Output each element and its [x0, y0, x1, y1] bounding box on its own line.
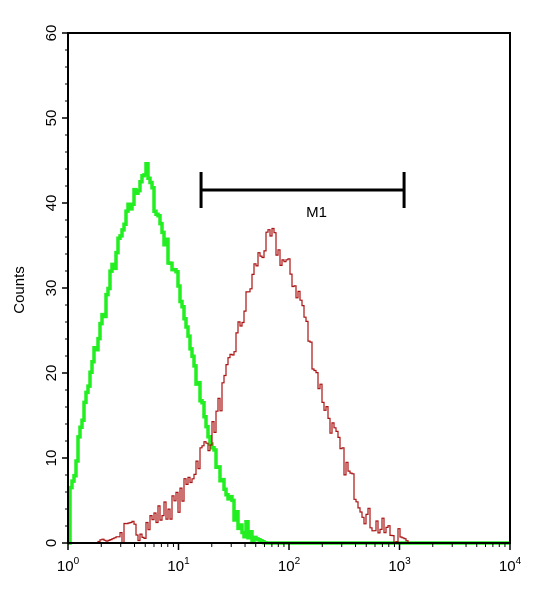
y-axis-label: Counts: [11, 266, 28, 314]
histogram-series-2: [68, 227, 510, 544]
x-tick-label: 103: [388, 556, 411, 575]
marker-gate: M1: [199, 172, 406, 221]
y-tick-label: 40: [43, 195, 60, 212]
marker-layer: M1: [199, 172, 406, 221]
plot-frame: [67, 32, 511, 544]
x-tick-label: 101: [167, 556, 190, 575]
y-tick-label: 60: [43, 25, 60, 42]
histogram-series-1: [68, 161, 510, 545]
y-axis-label-group: Counts: [11, 266, 28, 314]
x-tick-label: 100: [57, 556, 80, 575]
y-tick-label: 20: [43, 365, 60, 382]
x-tick-label: 104: [499, 556, 522, 575]
y-tick-label: 0: [43, 539, 60, 547]
y-tick-label: 50: [43, 110, 60, 127]
plot-layer: [68, 161, 510, 545]
x-tick-label: 102: [278, 556, 301, 575]
axes-layer: 0 10 20 30 40 50 60 100 101 102 103 104: [43, 25, 522, 575]
y-tick-label: 30: [43, 280, 60, 297]
marker-label: M1: [306, 204, 327, 221]
y-tick-label: 10: [43, 450, 60, 467]
